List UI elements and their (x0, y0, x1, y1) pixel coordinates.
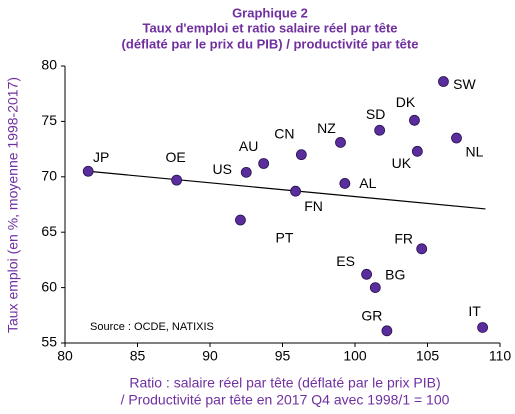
y-axis-label: Taux emploi (en %, moyenne 1998-2017) (5, 77, 21, 333)
x-tick-label: 100 (343, 348, 367, 364)
point-label: SD (366, 106, 385, 122)
y-tick-label: 65 (41, 223, 57, 239)
x-tick-label: 105 (416, 348, 440, 364)
y-tick-label: 70 (41, 168, 57, 184)
trend-line (88, 170, 486, 210)
x-axis-label: / Productivité par tête en 2017 Q4 avec … (121, 392, 450, 408)
point-label: PT (276, 230, 294, 246)
point-label: UK (392, 155, 412, 171)
point (416, 243, 428, 255)
y-tick-label: 60 (41, 278, 57, 294)
x-tick-label: 85 (130, 348, 146, 364)
point (369, 282, 381, 294)
x-tick-label: 110 (489, 348, 512, 364)
x-axis-label: Ratio : salaire réel par tête (déflaté p… (129, 375, 440, 391)
point-label: DK (396, 94, 416, 110)
point-label: AU (239, 138, 258, 154)
point-label: BG (385, 266, 405, 282)
x-tick-label: 80 (57, 348, 73, 364)
point-label: SW (453, 76, 476, 92)
point (409, 114, 420, 126)
point (361, 268, 373, 280)
y-tick-label: 80 (41, 57, 57, 73)
point-label: NL (466, 144, 484, 160)
point-label: US (213, 161, 232, 177)
point (335, 137, 346, 148)
point (339, 178, 351, 189)
x-tick-label: 90 (202, 348, 218, 364)
point (451, 132, 462, 144)
point (171, 174, 183, 186)
point-label: GR (361, 308, 382, 324)
source-note: Source : OCDE, NATIXIS (90, 321, 214, 333)
point (374, 124, 386, 136)
point (235, 214, 246, 226)
point (82, 165, 94, 177)
chart-title: (déflaté par le prix du PIB) / productiv… (122, 36, 419, 51)
point (295, 149, 307, 161)
x-tick-label: 95 (275, 348, 291, 364)
point-label: ES (336, 253, 355, 269)
point-label: IT (468, 303, 481, 319)
point-label: JP (93, 149, 109, 165)
chart-title: Taux d'emploi et ratio salaire réel par … (143, 20, 398, 35)
point (258, 158, 270, 169)
point (290, 185, 301, 197)
point-label: FN (304, 198, 323, 214)
point (381, 325, 393, 337)
point-label: FR (394, 231, 413, 247)
point-label: AL (359, 175, 376, 191)
y-tick-label: 55 (41, 334, 57, 350)
point-label: CN (274, 125, 294, 141)
point (477, 322, 489, 333)
point (438, 76, 449, 87)
point (240, 166, 252, 178)
point-label: OE (166, 149, 186, 165)
y-tick-label: 75 (41, 112, 57, 128)
point-label: NZ (317, 120, 336, 136)
point (411, 145, 423, 157)
chart-title: Graphique 2 (232, 5, 308, 20)
